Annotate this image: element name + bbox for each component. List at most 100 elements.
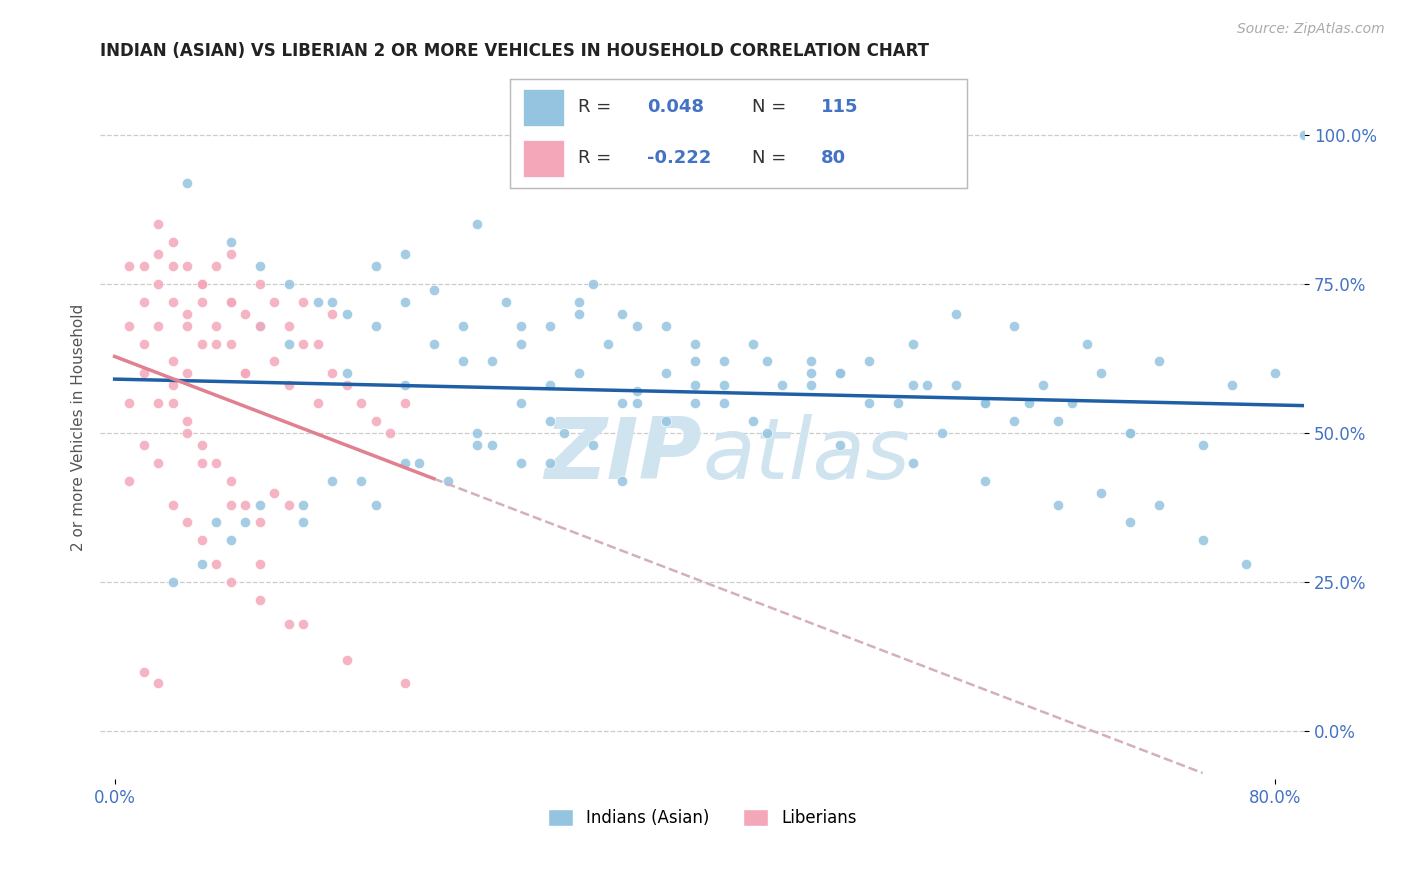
Point — [190, 456, 212, 470]
Point — [465, 438, 488, 452]
Point — [336, 307, 359, 321]
Point — [423, 283, 446, 297]
Point — [538, 318, 561, 333]
Point — [277, 336, 299, 351]
Point — [321, 367, 343, 381]
Point — [568, 367, 591, 381]
Point — [277, 277, 299, 291]
Point — [1191, 533, 1213, 548]
Point — [756, 354, 779, 368]
Point — [451, 318, 474, 333]
Point — [176, 516, 198, 530]
Point — [249, 318, 271, 333]
Point — [307, 396, 329, 410]
Point — [176, 318, 198, 333]
Point — [176, 307, 198, 321]
Point — [249, 498, 271, 512]
Point — [205, 259, 228, 273]
Point — [277, 498, 299, 512]
Point — [655, 367, 678, 381]
Point — [683, 354, 706, 368]
Point — [538, 456, 561, 470]
Point — [118, 474, 141, 488]
Point — [146, 247, 169, 261]
Point — [219, 498, 242, 512]
Point — [219, 247, 242, 261]
Point — [1090, 367, 1112, 381]
Point — [394, 378, 416, 392]
Point — [612, 396, 634, 410]
Point — [292, 498, 315, 512]
Point — [132, 259, 155, 273]
Point — [336, 653, 359, 667]
Point — [277, 616, 299, 631]
Point — [582, 277, 605, 291]
Point — [800, 354, 823, 368]
Point — [292, 294, 315, 309]
Point — [1234, 558, 1257, 572]
Point — [655, 414, 678, 428]
Point — [553, 425, 575, 440]
Point — [233, 307, 256, 321]
Point — [481, 354, 503, 368]
Point — [364, 414, 387, 428]
Point — [162, 235, 184, 250]
Point — [800, 367, 823, 381]
Point — [162, 575, 184, 590]
Point — [945, 378, 967, 392]
Point — [249, 558, 271, 572]
Point — [307, 336, 329, 351]
Point — [249, 318, 271, 333]
Point — [931, 425, 953, 440]
Point — [509, 456, 531, 470]
Point — [176, 176, 198, 190]
Point — [626, 396, 648, 410]
Point — [205, 516, 228, 530]
Point — [132, 294, 155, 309]
Point — [233, 498, 256, 512]
Point — [190, 277, 212, 291]
Point — [974, 396, 997, 410]
Point — [408, 456, 430, 470]
Point — [901, 336, 924, 351]
Point — [495, 294, 517, 309]
Point — [118, 259, 141, 273]
Point — [249, 277, 271, 291]
Point — [249, 593, 271, 607]
Point — [132, 665, 155, 679]
Point — [190, 336, 212, 351]
Point — [118, 318, 141, 333]
Point — [612, 307, 634, 321]
Point — [263, 354, 285, 368]
Point — [538, 414, 561, 428]
Point — [683, 336, 706, 351]
Point — [1046, 498, 1069, 512]
Point — [394, 396, 416, 410]
Point — [205, 336, 228, 351]
Point — [277, 378, 299, 392]
Point — [1294, 128, 1316, 142]
Point — [626, 384, 648, 399]
Point — [394, 676, 416, 690]
Point — [219, 336, 242, 351]
Point — [858, 354, 880, 368]
Point — [582, 438, 605, 452]
Text: Source: ZipAtlas.com: Source: ZipAtlas.com — [1237, 22, 1385, 37]
Point — [146, 396, 169, 410]
Point — [742, 336, 765, 351]
Point — [1032, 378, 1054, 392]
Point — [162, 498, 184, 512]
Point — [509, 336, 531, 351]
Point — [626, 318, 648, 333]
Point — [162, 294, 184, 309]
Point — [612, 474, 634, 488]
Point — [190, 438, 212, 452]
Point — [132, 367, 155, 381]
Point — [742, 414, 765, 428]
Point — [292, 616, 315, 631]
Point — [118, 396, 141, 410]
Point — [683, 378, 706, 392]
Point — [800, 378, 823, 392]
Point — [249, 516, 271, 530]
Point — [233, 367, 256, 381]
